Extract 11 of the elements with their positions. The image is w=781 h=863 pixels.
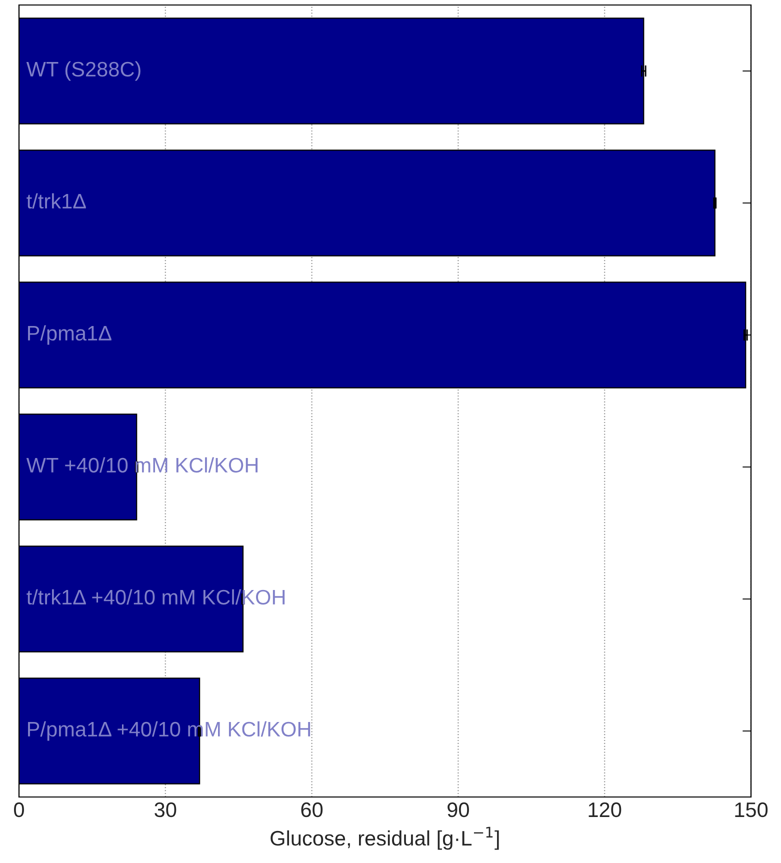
x-tick-label: 30 [154,802,176,818]
x-tick-label: 150 [735,802,768,818]
x-tick-label: 90 [448,802,469,818]
y-tick-label: t/trk1Δ +40/10 mM KCl/KOH [26,589,285,605]
y-tick-label: WT (S288C) [26,61,140,81]
y-tick-label: t/trk1Δ [26,193,86,209]
x-axis-title: Glucose, residual [g·L$^{−1}$] [270,826,499,850]
x-tick-label: 120 [588,802,622,818]
x-tick-label: 60 [301,802,323,818]
y-tick-label: P/pma1Δ [28,325,112,345]
x-tick-label: 0 [14,802,24,818]
